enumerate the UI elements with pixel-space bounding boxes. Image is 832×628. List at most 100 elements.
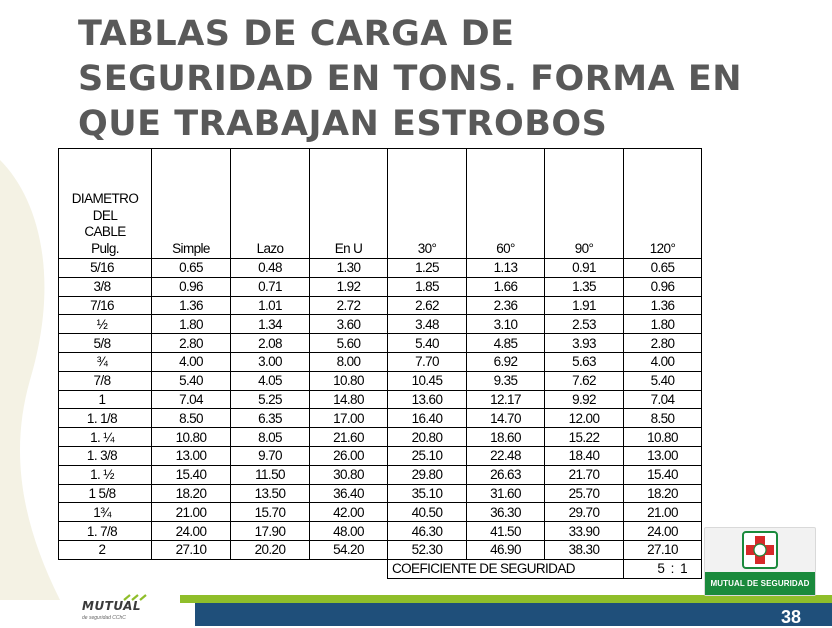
load-cell: 1.36: [623, 295, 702, 316]
load-cell: 3.60: [309, 314, 388, 335]
load-cell: 2.62: [387, 295, 467, 316]
coefficient-row: COEFICIENTE DE SEGURIDAD 5 : 1: [58, 558, 702, 579]
diameter-cell: 2: [58, 539, 152, 560]
load-cell: 15.40: [151, 464, 231, 485]
load-cell: 25.70: [544, 483, 624, 504]
brand-swoosh-icon: [123, 594, 147, 601]
load-cell: 6.35: [230, 408, 310, 429]
table-row: ¾ 4.00 3.00 8.00 7.70 6.92 5.63 4.00: [58, 351, 702, 372]
load-cell: 18.20: [151, 483, 231, 504]
load-cell: 40.50: [387, 502, 467, 523]
brand-name: MUTUAL: [82, 599, 142, 613]
coefficient-value: 5 : 1: [623, 558, 702, 579]
load-cell: 1.35: [544, 276, 624, 297]
load-cell: 31.60: [466, 483, 545, 504]
table-row: 1 7.04 5.25 14.80 13.60 12.17 9.92 7.04: [58, 389, 702, 410]
header-cell: 60°: [466, 148, 545, 259]
diameter-cell: 1. 1/8: [58, 408, 152, 429]
load-cell: 3.93: [544, 333, 624, 353]
table-row: 1. 3/8 13.00 9.70 26.00 25.10 22.48 18.40 13.00: [58, 445, 702, 466]
header-cell: En U: [309, 148, 388, 259]
badge-label: MUTUAL DE SEGURIDAD: [705, 572, 815, 595]
load-cell: 1.34: [230, 314, 310, 335]
load-cell: 10.80: [623, 427, 702, 447]
load-cell: 2.72: [309, 295, 388, 316]
load-cell: 35.10: [387, 483, 467, 504]
load-cell: 15.40: [623, 464, 702, 485]
load-cell: 26.00: [309, 445, 388, 466]
load-cell: 6.92: [466, 351, 545, 372]
load-cell: 16.40: [387, 408, 467, 429]
load-cell: 0.91: [544, 258, 624, 278]
load-cell: 11.50: [230, 464, 310, 485]
table-row: 1 5/8 18.20 13.50 36.40 35.10 31.60 25.70 18.20: [58, 483, 702, 504]
title-line-3: QUE TRABAJAN ESTROBOS: [78, 104, 608, 144]
table-row: 7/16 1.36 1.01 2.72 2.62 2.36 1.91 1.36: [58, 295, 702, 316]
load-cell: 2.36: [466, 295, 545, 316]
header-diameter: DIAMETRO DEL CABLE Pulg.: [58, 148, 152, 259]
load-cell: 0.65: [151, 258, 231, 278]
footer-navy-stripe: [195, 603, 832, 626]
load-cell: 9.92: [544, 389, 624, 410]
mutual-brand-logo: MUTUAL de seguridad CChC: [78, 594, 168, 624]
load-cell: 1.30: [309, 258, 388, 278]
footer-green-stripe: [180, 595, 832, 603]
load-cell: 1.66: [466, 276, 545, 297]
load-cell: 9.35: [466, 370, 545, 391]
load-cell: 5.40: [387, 333, 467, 353]
diameter-cell: 5/8: [58, 333, 152, 353]
load-cell: 0.65: [623, 258, 702, 278]
load-cell: 0.96: [623, 276, 702, 297]
brand-tagline: de seguridad CChC: [82, 615, 126, 621]
header-cell: 30°: [387, 148, 467, 259]
load-cell: 24.00: [151, 521, 231, 541]
table-row: 3/8 0.96 0.71 1.92 1.85 1.66 1.35 0.96: [58, 276, 702, 297]
load-cell: 17.90: [230, 521, 310, 541]
load-cell: 13.00: [151, 445, 231, 466]
load-cell: 4.00: [151, 351, 231, 372]
load-cell: 3.10: [466, 314, 545, 335]
title-line-1: TABLAS DE CARGA DE: [78, 14, 515, 54]
load-cell: 0.48: [230, 258, 310, 278]
table-row: 5/16 0.65 0.48 1.30 1.25 1.13 0.91 0.65: [58, 258, 702, 278]
load-cell: 13.60: [387, 389, 467, 410]
load-cell: 5.40: [623, 370, 702, 391]
header-cell: 120°: [623, 148, 702, 259]
load-cell: 27.10: [151, 539, 231, 560]
load-cell: 33.90: [544, 521, 624, 541]
load-cell: 20.80: [387, 427, 467, 447]
load-cell: 14.70: [466, 408, 545, 429]
header-cell: 90°: [544, 148, 624, 259]
diameter-cell: 1. 7/8: [58, 521, 152, 541]
load-cell: 1.13: [466, 258, 545, 278]
load-cell: 5.40: [151, 370, 231, 391]
load-cell: 4.05: [230, 370, 310, 391]
table-row: 7/8 5.40 4.05 10.80 10.45 9.35 7.62 5.40: [58, 370, 702, 391]
load-cell: 7.70: [387, 351, 467, 372]
table-row: 1. ½ 15.40 11.50 30.80 29.80 26.63 21.70 15.40: [58, 464, 702, 485]
header-cell: Simple: [151, 148, 231, 259]
load-cell: 1.80: [623, 314, 702, 335]
load-cell: 54.20: [309, 539, 388, 560]
table-row: ½ 1.80 1.34 3.60 3.48 3.10 2.53 1.80: [58, 314, 702, 335]
load-cell: 25.10: [387, 445, 467, 466]
load-cell: 9.70: [230, 445, 310, 466]
load-cell: 10.45: [387, 370, 467, 391]
diameter-cell: 1. ½: [58, 464, 152, 485]
load-cell: 18.60: [466, 427, 545, 447]
load-cell: 26.63: [466, 464, 545, 485]
load-cell: 14.80: [309, 389, 388, 410]
load-cell: 8.00: [309, 351, 388, 372]
load-cell: 20.20: [230, 539, 310, 560]
load-cell: 8.50: [623, 408, 702, 429]
load-cell: 41.50: [466, 521, 545, 541]
load-cell: 22.48: [466, 445, 545, 466]
load-cell: 1.91: [544, 295, 624, 316]
table-row: 2 27.10 20.20 54.20 52.30 46.90 38.30 27.10: [58, 539, 702, 560]
load-cell: 21.70: [544, 464, 624, 485]
background-curve: [0, 160, 60, 600]
load-cell: 8.05: [230, 427, 310, 447]
load-cell: 2.80: [623, 333, 702, 353]
load-cell: 10.80: [151, 427, 231, 447]
load-cell: 1.92: [309, 276, 388, 297]
